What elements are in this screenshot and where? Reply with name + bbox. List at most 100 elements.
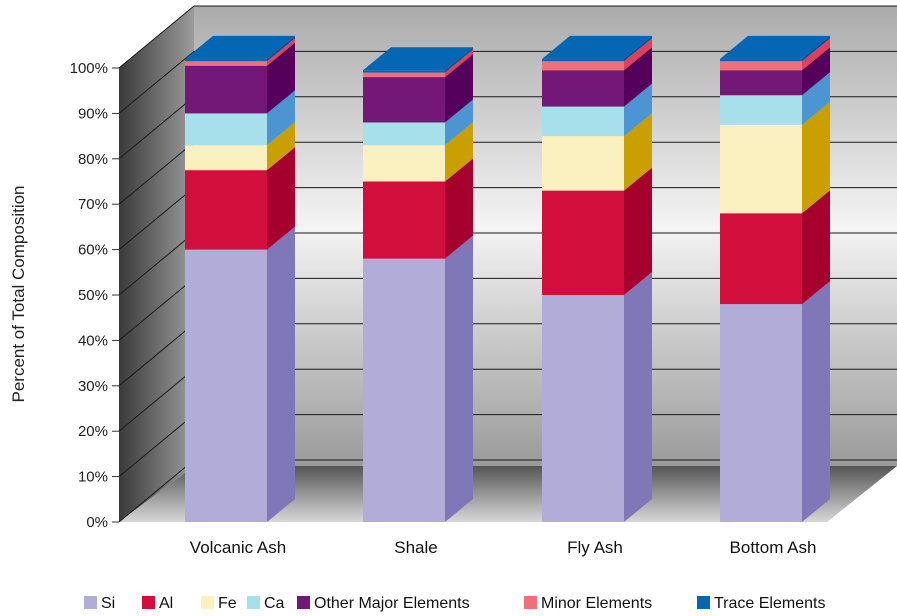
gridline-wall [118, 187, 195, 250]
bar-segment-side [624, 83, 652, 137]
bar-segment [720, 304, 802, 522]
bar-segment [542, 136, 624, 191]
bar-segment [720, 70, 802, 96]
x-category-label: Fly Ash [567, 538, 623, 557]
bar-segment [185, 170, 267, 250]
bar-stack [720, 35, 830, 522]
bar-segment-side [802, 101, 830, 214]
gridline-wall [118, 278, 195, 341]
legend-label: Minor Elements [541, 595, 652, 612]
bar-segment-side [267, 38, 295, 66]
bar-segment-side [267, 42, 295, 114]
bar-segment-side [802, 190, 830, 305]
gridline-wall [118, 51, 195, 114]
y-tick-label: 90% [78, 105, 108, 122]
legend-swatch [297, 596, 310, 609]
legend-item: Minor Elements [524, 595, 652, 612]
bar-segment-side [624, 35, 652, 62]
legend: Si Al Fe Ca Other Major Elements Minor Elemen… [84, 595, 825, 612]
bar-stack [185, 35, 295, 522]
legend-swatch [84, 596, 97, 609]
gridline-wall [118, 368, 195, 432]
legend-label: Fe [218, 595, 237, 612]
y-tick-label: 10% [78, 469, 108, 486]
legend-item: Al [142, 595, 173, 612]
gridline-wall [118, 5, 195, 69]
bar-segment [363, 258, 445, 522]
bar-segment [542, 190, 624, 295]
bar-segment-side [802, 38, 830, 71]
bar-segment [720, 213, 802, 305]
bar-segment-side [445, 99, 473, 146]
y-tick-label: 40% [78, 332, 108, 349]
legend-item: Trace Elements [697, 595, 825, 612]
legend-label: Other Major Elements [314, 595, 470, 612]
bar-segment [720, 58, 802, 62]
gridline-wall [118, 232, 195, 296]
y-tick-label: 0% [86, 514, 108, 531]
legend-label: Trace Elements [714, 595, 825, 612]
legend-item: Ca [247, 595, 285, 612]
bar-top [363, 47, 473, 71]
bar-segment-side [267, 122, 295, 171]
x-axis-labels: Volcanic Ash Shale Fly Ash Bottom Ash [190, 538, 817, 557]
bar-segment-side [267, 147, 295, 250]
bar-segment-side [267, 226, 295, 522]
bar-segment-side [267, 90, 295, 146]
legend-swatch [142, 596, 155, 609]
bar-segment-side [445, 122, 473, 182]
bar-segment [542, 58, 624, 62]
bar-segment [363, 181, 445, 259]
y-tick-label: 50% [78, 287, 108, 304]
bar-segment [185, 249, 267, 522]
x-category-label: Volcanic Ash [190, 538, 286, 557]
bar-segment-side [624, 272, 652, 522]
bar-segment [720, 124, 802, 214]
legend-swatch [201, 596, 214, 609]
bar-segment-side [624, 167, 652, 295]
bar-top [720, 35, 830, 59]
gridline-wall [118, 141, 195, 205]
legend-item: Si [84, 595, 115, 612]
bar-segment [363, 122, 445, 146]
bar-segment [185, 61, 267, 66]
bar-segment [720, 95, 802, 125]
bar-top [185, 35, 295, 59]
floor [119, 466, 897, 522]
legend-swatch [697, 596, 710, 609]
bars [185, 35, 830, 522]
bar-segment [720, 61, 802, 71]
bar-segment-side [624, 113, 652, 191]
bar-segment [363, 70, 445, 73]
gridline-wall [118, 414, 195, 477]
bar-segment-side [445, 47, 473, 73]
bar-segment [185, 58, 267, 62]
bar-stack [363, 47, 473, 522]
bar-segment [185, 113, 267, 146]
bar-segment [542, 106, 624, 137]
y-axis-ticks: 0% 10% 20% 30% 40% 50% 60% 70% 80% 90% 100% [70, 60, 119, 531]
y-tick-label: 20% [78, 423, 108, 440]
y-tick-label: 80% [78, 151, 108, 168]
bar-segment-side [624, 47, 652, 107]
bar-segment-side [445, 235, 473, 522]
y-tick-label: 100% [70, 60, 108, 77]
bar-segment [185, 65, 267, 114]
bar-segment-side [802, 72, 830, 125]
legend-swatch [524, 596, 537, 609]
bar-stack [542, 35, 652, 522]
bar-segment [363, 77, 445, 123]
bar-segment-side [445, 49, 473, 78]
bar-segment-side [624, 38, 652, 71]
gridline-wall [118, 96, 195, 160]
bar-segment [363, 145, 445, 182]
bar-segment-side [267, 35, 295, 62]
legend-item: Fe [201, 595, 237, 612]
bar-segment-side [445, 54, 473, 123]
bar-segment-side [802, 35, 830, 62]
gridline-wall [118, 459, 195, 523]
x-category-label: Bottom Ash [730, 538, 817, 557]
y-tick-label: 70% [78, 196, 108, 213]
bar-segment [542, 61, 624, 71]
